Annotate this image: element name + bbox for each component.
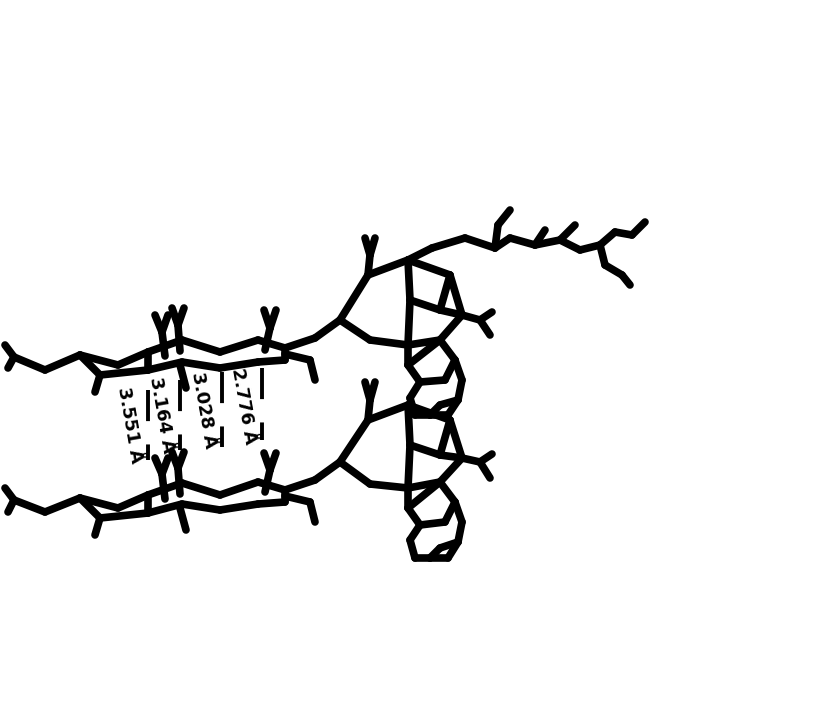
Text: 3.028 Å: 3.028 Å bbox=[189, 370, 219, 450]
Text: 2.776 Å: 2.776 Å bbox=[228, 366, 259, 446]
Text: 3.551 Å: 3.551 Å bbox=[114, 386, 145, 465]
Text: 3.164 Å: 3.164 Å bbox=[146, 376, 177, 455]
